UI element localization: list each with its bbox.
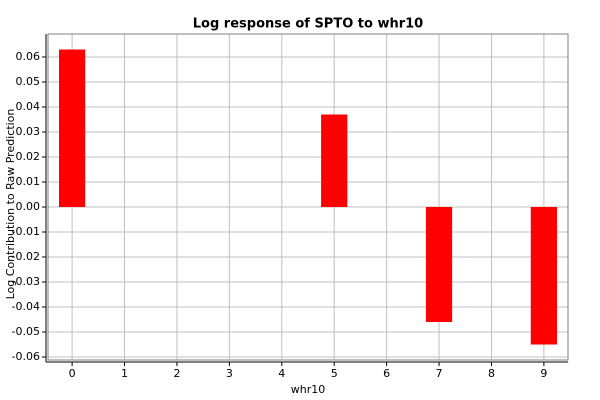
y-tick-label: 0.06 (16, 50, 41, 63)
y-tick-label: -0.04 (12, 300, 40, 313)
y-tick-label: 0.04 (16, 100, 41, 113)
y-tick-label: 0.02 (16, 150, 41, 163)
y-tick-label: -0.03 (12, 275, 40, 288)
x-tick-label: 9 (540, 367, 547, 380)
bar (530, 207, 557, 345)
x-tick-label: 5 (331, 367, 338, 380)
bar (59, 49, 86, 207)
y-tick-label: 0.00 (16, 200, 41, 213)
plot-background (48, 34, 568, 360)
y-tick-label: 0.03 (16, 125, 41, 138)
x-tick-label: 8 (488, 367, 495, 380)
x-tick-label: 1 (121, 367, 128, 380)
y-tick-label: 0.05 (16, 75, 41, 88)
chart-title: Log response of SPTO to whr10 (193, 17, 423, 32)
plot-border (47, 33, 569, 361)
y-tick-label: 0.01 (16, 175, 41, 188)
y-tick-label: -0.06 (12, 350, 40, 363)
bar (425, 207, 453, 322)
x-tick-label: 0 (69, 367, 76, 380)
x-tick-label: 6 (383, 367, 390, 380)
x-axis-label: whr10 (291, 383, 326, 396)
x-tick-label: 7 (436, 367, 443, 380)
x-tick-label: 2 (173, 367, 180, 380)
x-tick-label: 4 (278, 367, 285, 380)
bar (321, 114, 348, 207)
y-tick-label: -0.02 (12, 250, 40, 263)
x-tick-label: 3 (226, 367, 233, 380)
y-tick-label: -0.05 (12, 325, 40, 338)
y-axis-label: Log Contribution to Raw Prediction (4, 109, 17, 300)
y-tick-label: -0.01 (12, 225, 40, 238)
